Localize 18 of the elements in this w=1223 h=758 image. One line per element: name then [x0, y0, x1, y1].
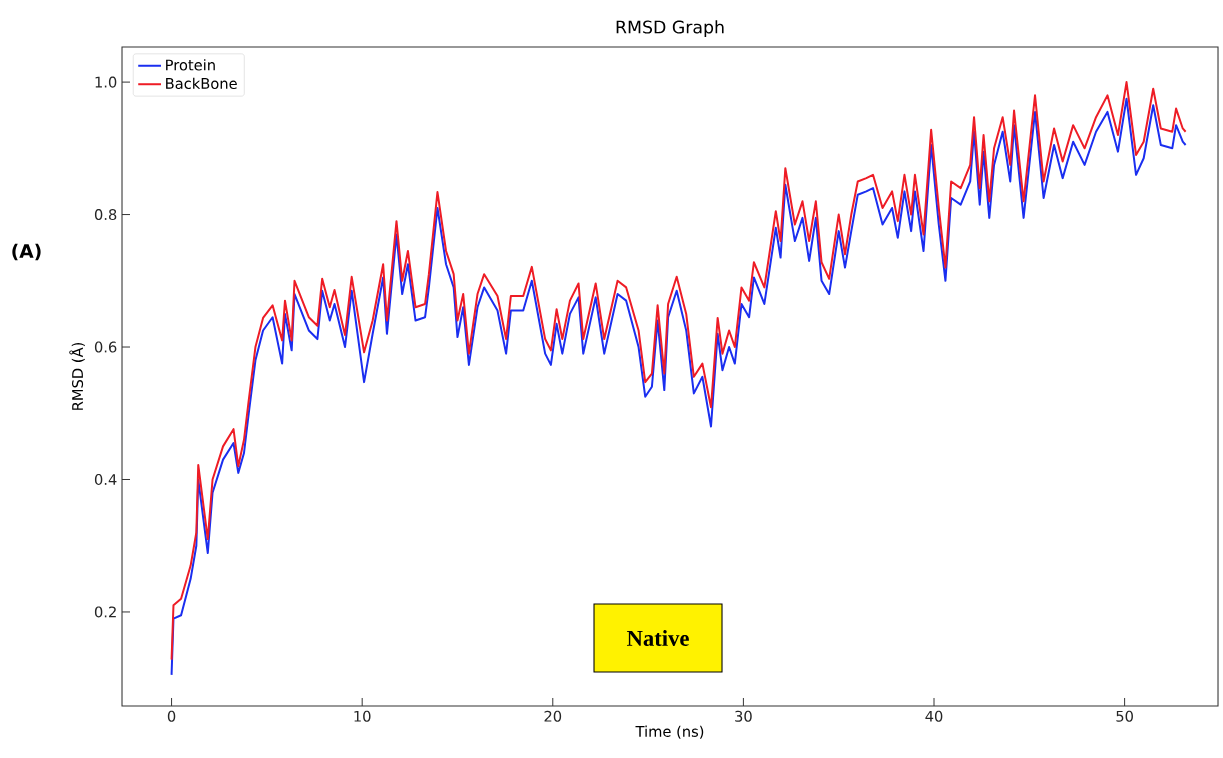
y-tick-label: 0.8 [94, 209, 117, 221]
legend-label: BackBone [166, 77, 237, 90]
x-tick-label: 20 [544, 710, 562, 722]
x-tick-label: 10 [354, 710, 371, 722]
x-axis-title: Time (ns) [635, 725, 704, 739]
x-tick-label: 30 [735, 710, 752, 722]
text: (A) [12, 243, 41, 261]
y-axis-title: RMSD (Å) [69, 342, 85, 410]
y-tick-label: 0.6 [94, 341, 117, 353]
y-tick-label: 1.0 [95, 76, 117, 88]
annotation: Native [626, 630, 689, 646]
y-tick-label: 0.4 [94, 473, 117, 486]
x-tick-label: 0 [167, 710, 176, 722]
x-tick-label: 50 [1116, 710, 1133, 722]
x-tick-label: 40 [925, 710, 943, 722]
legend-label: Protein [166, 59, 215, 71]
y-tick-label: 0.2 [94, 606, 116, 618]
chart-title: RMSD Graph [616, 20, 724, 37]
